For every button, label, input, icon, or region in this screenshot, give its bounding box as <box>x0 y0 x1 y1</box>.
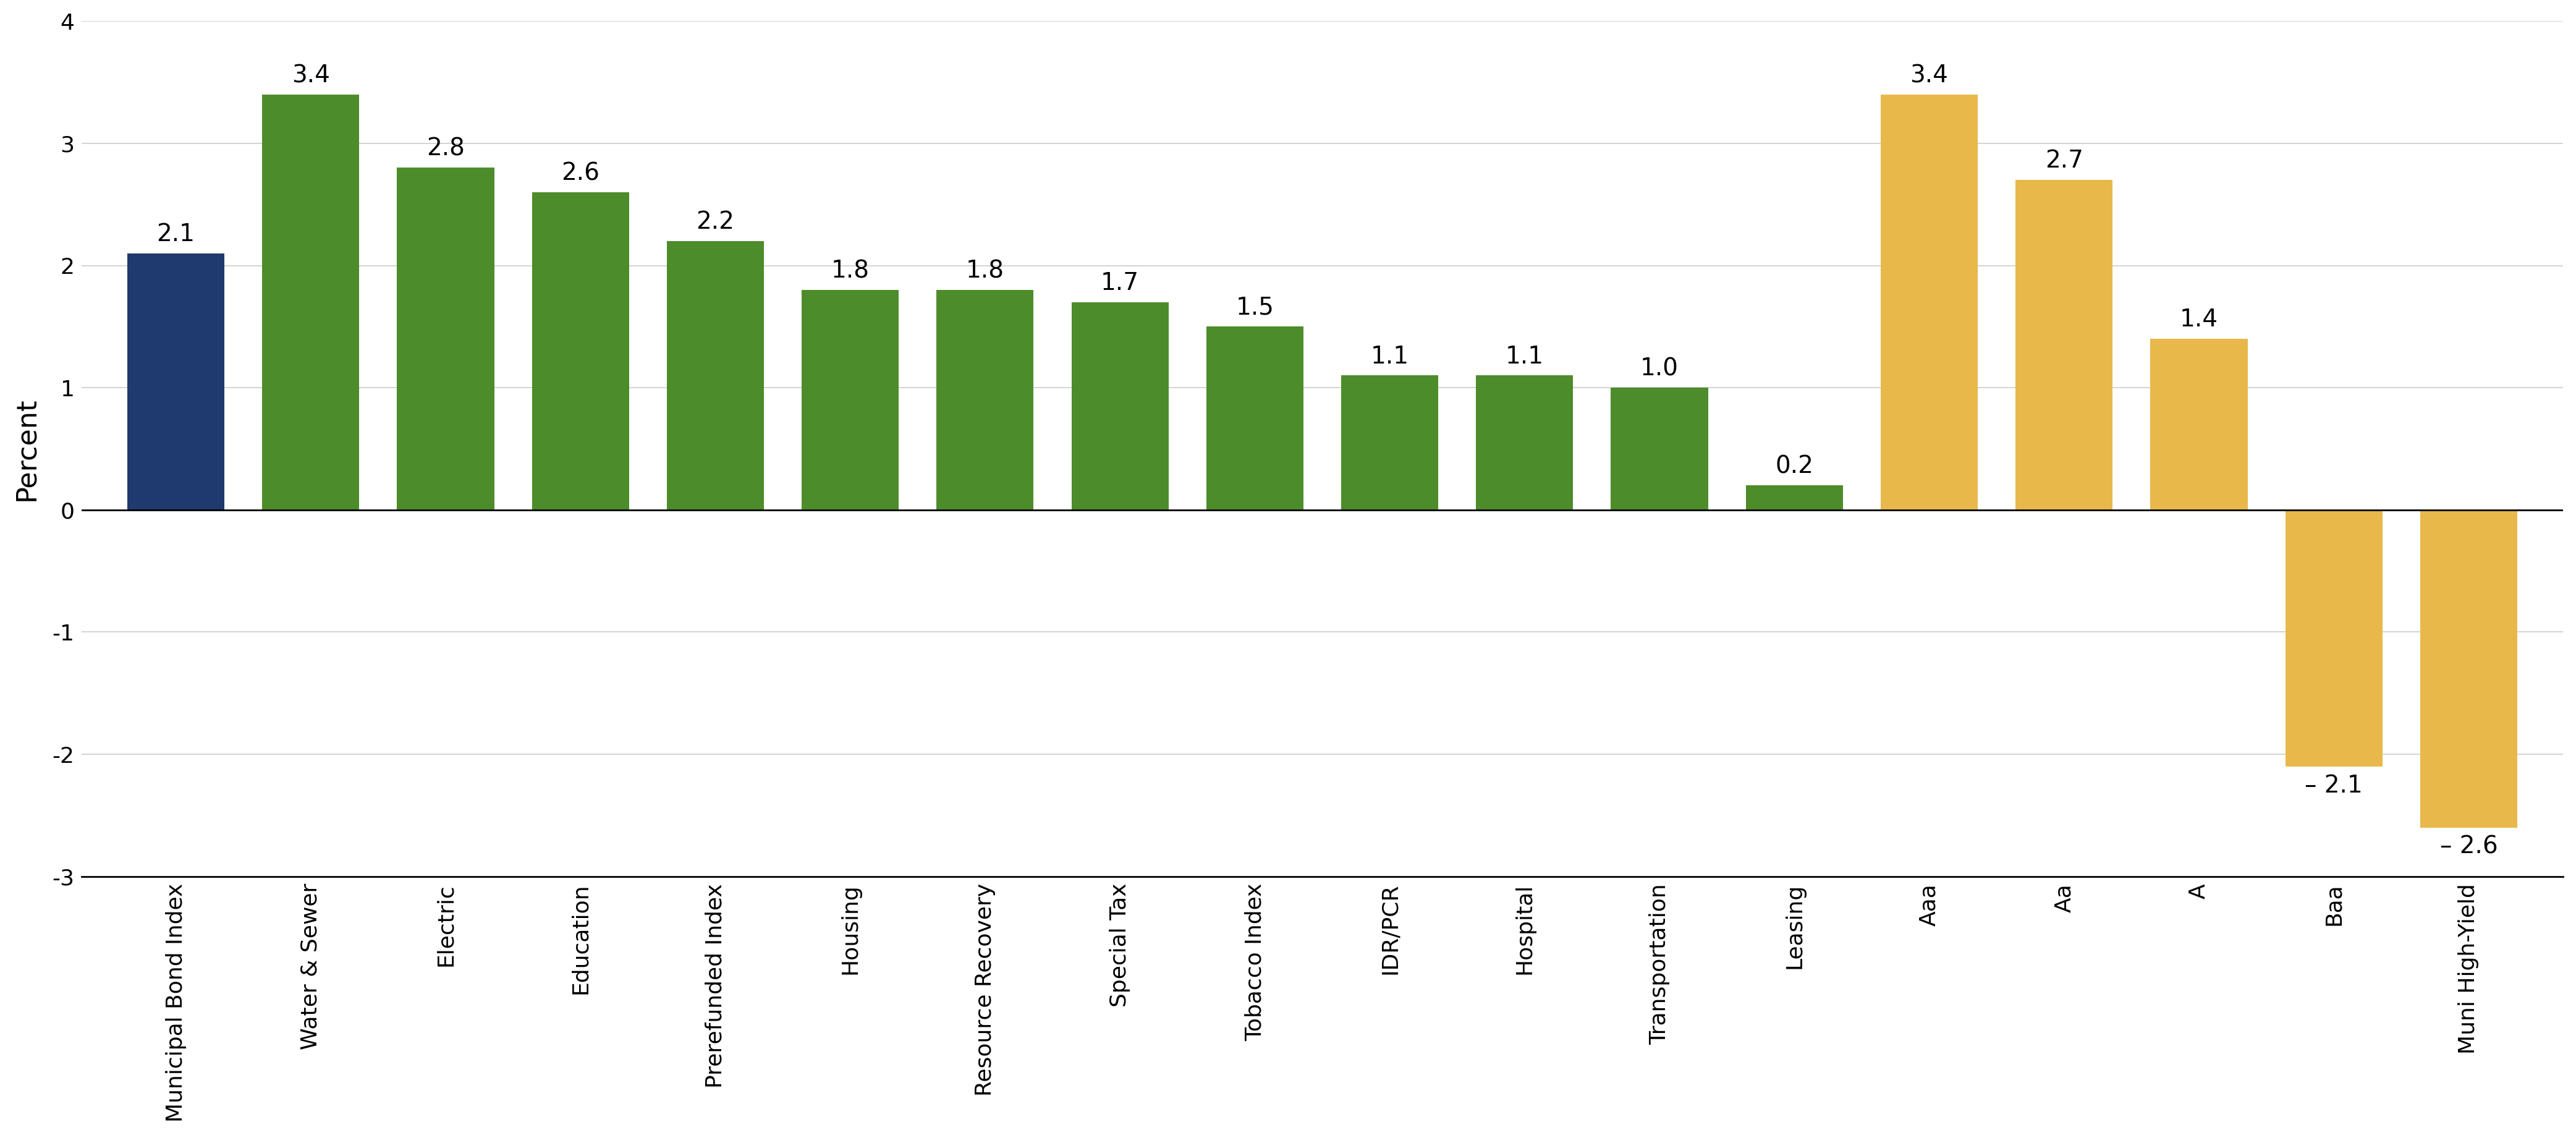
Bar <box>1072 302 1170 510</box>
Bar <box>2285 510 2383 766</box>
Text: 1.7: 1.7 <box>1100 271 1139 295</box>
Bar <box>263 94 358 510</box>
Bar <box>1610 388 1708 510</box>
Text: 1.8: 1.8 <box>966 259 1005 283</box>
Text: 0.2: 0.2 <box>1775 455 1814 478</box>
Text: 2.2: 2.2 <box>696 210 734 234</box>
Bar <box>801 291 899 510</box>
Bar <box>2014 180 2112 510</box>
Text: 1.0: 1.0 <box>1641 356 1680 380</box>
Bar <box>2151 339 2246 510</box>
Text: 2.7: 2.7 <box>2045 149 2084 173</box>
Text: 3.4: 3.4 <box>291 64 330 87</box>
Bar <box>1880 94 1978 510</box>
Bar <box>126 253 224 510</box>
Bar <box>667 241 765 510</box>
Text: 1.1: 1.1 <box>1370 345 1409 368</box>
Bar <box>1342 376 1437 510</box>
Bar <box>1476 376 1574 510</box>
Text: 1.5: 1.5 <box>1236 296 1275 319</box>
Bar <box>1206 327 1303 510</box>
Y-axis label: Percent: Percent <box>13 397 39 501</box>
Bar <box>938 291 1033 510</box>
Text: 2.8: 2.8 <box>428 137 464 160</box>
Text: 1.1: 1.1 <box>1504 345 1543 368</box>
Text: – 2.6: – 2.6 <box>2439 835 2499 858</box>
Text: 2.6: 2.6 <box>562 161 600 185</box>
Bar <box>397 168 495 510</box>
Text: – 2.1: – 2.1 <box>2306 774 2362 797</box>
Text: 2.1: 2.1 <box>157 222 196 246</box>
Text: 3.4: 3.4 <box>1909 64 1947 87</box>
Bar <box>2421 510 2517 827</box>
Bar <box>531 192 629 510</box>
Text: 1.8: 1.8 <box>832 259 868 283</box>
Bar <box>1747 486 1842 510</box>
Text: 1.4: 1.4 <box>2179 308 2218 331</box>
